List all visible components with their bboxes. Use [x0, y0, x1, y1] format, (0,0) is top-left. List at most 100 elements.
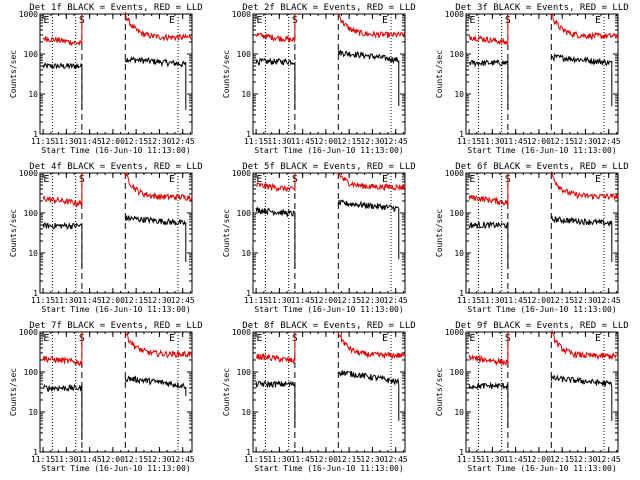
- y-tick-label: 1: [33, 448, 38, 457]
- events-series-line-2: [337, 370, 400, 421]
- event-marker-label: E: [43, 333, 49, 344]
- x-tick-label: 12:15: [124, 455, 148, 464]
- panel-title: Det 8f BLACK = Events, RED = LLD: [242, 321, 415, 331]
- lld-series-line-2: [124, 331, 193, 358]
- x-tick-label: 11:30: [480, 137, 504, 146]
- y-tick-label: 1000: [232, 169, 251, 178]
- x-axis-label: Start Time (16-Jun-10 11:13:00): [254, 305, 403, 314]
- y-tick-label: 1: [33, 130, 38, 139]
- x-tick-label: 12:15: [550, 296, 574, 305]
- event-marker-label: E: [256, 174, 262, 185]
- x-axis-label: Start Time (16-Jun-10 11:13:00): [467, 146, 616, 155]
- y-tick-label: 10: [454, 408, 464, 417]
- x-tick-label: 12:45: [171, 455, 195, 464]
- events-series-line-1: [255, 57, 296, 110]
- x-tick-label: 12:45: [597, 296, 621, 305]
- y-tick-label: 1: [459, 448, 464, 457]
- lld-series-line-1: [42, 173, 83, 208]
- events-series-line-2: [550, 374, 613, 421]
- y-tick-label: 1: [459, 130, 464, 139]
- events-series-line-1: [468, 59, 509, 110]
- x-tick-label: 11:15: [244, 455, 268, 464]
- x-tick-label: 11:45: [504, 296, 528, 305]
- event-marker-label: E: [595, 15, 601, 26]
- lld-series-line-2: [550, 13, 619, 40]
- x-axis-label: Start Time (16-Jun-10 11:13:00): [41, 464, 190, 473]
- x-tick-label: 12:15: [550, 455, 574, 464]
- y-axis-label: Counts/sec: [9, 50, 18, 98]
- x-tick-label: 11:45: [504, 455, 528, 464]
- lld-series-line-1: [255, 173, 296, 193]
- x-tick-label: 11:30: [54, 296, 78, 305]
- event-marker-label: E: [256, 15, 262, 26]
- plot-frame: [465, 331, 619, 453]
- x-tick-label: 12:30: [360, 137, 384, 146]
- panel-title: Det 7f BLACK = Events, RED = LLD: [29, 321, 202, 331]
- x-tick-label: 12:30: [147, 137, 171, 146]
- panel-title: Det 1f BLACK = Events, RED = LLD: [29, 3, 202, 13]
- y-tick-label: 1: [246, 130, 251, 139]
- x-tick-label: 12:15: [124, 137, 148, 146]
- x-axis-label: Start Time (16-Jun-10 11:13:00): [254, 464, 403, 473]
- panel-title: Det 3f BLACK = Events, RED = LLD: [455, 3, 628, 13]
- x-tick-label: 12:00: [101, 455, 125, 464]
- event-marker-label: E: [469, 15, 475, 26]
- detector-panel-6: Det 6f BLACK = Events, RED = LLD 1 10 100 10…: [435, 162, 629, 314]
- y-tick-label: 1: [246, 289, 251, 298]
- event-marker-label: E: [382, 174, 388, 185]
- lld-series-line-1: [255, 14, 296, 44]
- events-series-line-2: [337, 50, 400, 106]
- y-tick-label: 10: [454, 90, 464, 99]
- y-tick-label: 1: [246, 448, 251, 457]
- detector-panel-4: Det 4f BLACK = Events, RED = LLD 1 10 100 10…: [9, 162, 203, 314]
- panel-title: Det 9f BLACK = Events, RED = LLD: [455, 321, 628, 331]
- y-tick-label: 1000: [19, 10, 38, 19]
- x-tick-label: 12:30: [360, 296, 384, 305]
- x-tick-label: 12:45: [171, 137, 195, 146]
- detector-panel-9: Det 9f BLACK = Events, RED = LLD 1 10 100 10…: [435, 321, 629, 473]
- event-marker-label: E: [169, 174, 175, 185]
- plot-frame: [465, 172, 619, 294]
- x-tick-label: 12:15: [337, 296, 361, 305]
- lld-series-line-2: [550, 329, 618, 361]
- y-tick-label: 100: [237, 50, 252, 59]
- y-tick-label: 10: [28, 90, 38, 99]
- x-tick-label: 11:30: [480, 455, 504, 464]
- y-tick-label: 10: [241, 408, 251, 417]
- x-tick-label: 12:00: [101, 296, 125, 305]
- y-axis-label: Counts/sec: [222, 209, 231, 257]
- x-tick-label: 11:30: [54, 137, 78, 146]
- detector-panel-3: Det 3f BLACK = Events, RED = LLD 1 10 100 10…: [435, 3, 629, 155]
- y-tick-label: 1000: [445, 10, 464, 19]
- event-marker-label: E: [595, 174, 601, 185]
- x-tick-label: 11:15: [31, 296, 55, 305]
- x-tick-label: 12:00: [527, 137, 551, 146]
- x-tick-label: 11:15: [31, 137, 55, 146]
- event-marker-label: E: [595, 333, 601, 344]
- detector-panel-5: Det 5f BLACK = Events, RED = LLD 1 10 100 10…: [222, 162, 416, 314]
- x-axis-label: Start Time (16-Jun-10 11:13:00): [254, 146, 403, 155]
- y-tick-label: 10: [28, 408, 38, 417]
- y-tick-label: 1000: [19, 328, 38, 337]
- events-series-line-2: [124, 375, 187, 397]
- event-marker-label: E: [469, 333, 475, 344]
- plot-frame: [252, 172, 406, 294]
- x-tick-label: 12:15: [550, 137, 574, 146]
- y-axis-label: Counts/sec: [9, 368, 18, 416]
- x-tick-label: 11:30: [267, 296, 291, 305]
- y-tick-label: 100: [237, 209, 252, 218]
- x-tick-label: 12:30: [360, 455, 384, 464]
- y-tick-label: 100: [237, 368, 252, 377]
- lld-series-line-2: [124, 11, 193, 42]
- event-marker-label: E: [169, 15, 175, 26]
- x-tick-label: 12:15: [124, 296, 148, 305]
- x-tick-label: 11:15: [31, 455, 55, 464]
- events-series-line-1: [468, 220, 509, 269]
- events-series-line-1: [42, 383, 83, 440]
- event-marker-label: E: [382, 15, 388, 26]
- x-tick-label: 11:45: [78, 455, 102, 464]
- x-tick-label: 12:45: [384, 137, 408, 146]
- lld-series-line-2: [337, 332, 406, 359]
- event-marker-label: E: [469, 174, 475, 185]
